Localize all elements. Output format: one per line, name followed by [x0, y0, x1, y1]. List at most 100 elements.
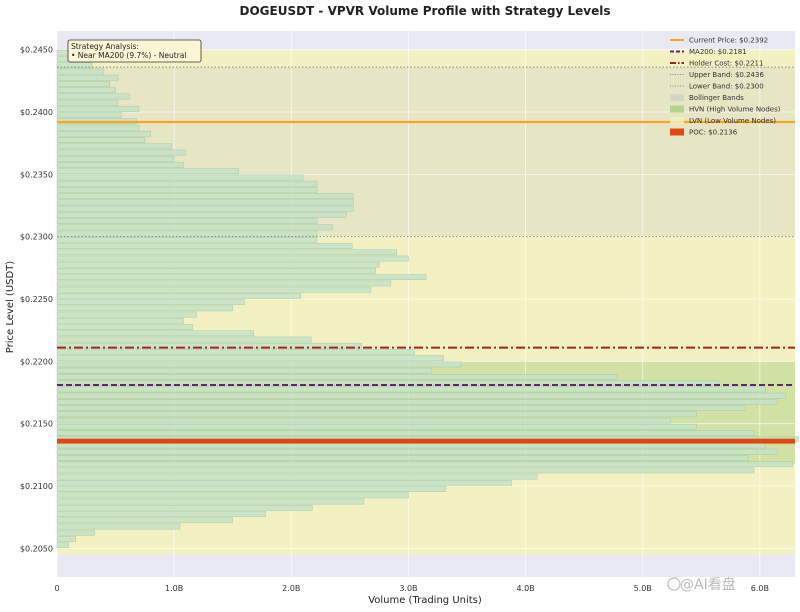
y-tick-label: $0.2350 [20, 170, 53, 179]
legend-label: Holder Cost: $0.2211 [689, 60, 763, 68]
volume-bar [56, 542, 69, 549]
x-tick-label: 0 [54, 584, 59, 593]
volume-bar [56, 380, 720, 387]
strategy-annotation: Strategy Analysis: • Near MA200 (9.7%) -… [67, 39, 202, 63]
y-tick-label: $0.2100 [20, 482, 53, 491]
volume-bar [56, 305, 233, 312]
volume-bar [56, 386, 766, 393]
volume-bar [56, 230, 318, 237]
legend-item-current: Current Price: $0.2392 [670, 37, 768, 45]
volume-bar [56, 486, 447, 492]
volume-bar [56, 168, 239, 175]
legend-swatch [670, 94, 684, 101]
volume-bar [56, 361, 462, 368]
volume-bar [56, 137, 146, 143]
volume-bar [56, 193, 354, 200]
legend-label: Current Price: $0.2392 [689, 37, 768, 45]
volume-bar [56, 480, 512, 486]
volume-bar [56, 330, 255, 337]
volume-bar [56, 448, 778, 455]
y-axis-label: Price Level (USDT) [5, 261, 16, 354]
x-axis-ticks: 0 1.0B 2.0B 3.0B 4.0B 5.0B 6.0B [54, 584, 769, 593]
volume-bar [56, 398, 778, 405]
legend-item-bollinger: Bollinger Bands [670, 94, 744, 102]
volume-bar [56, 367, 433, 374]
volume-bar [56, 405, 747, 411]
legend-label: Bollinger Bands [689, 94, 744, 102]
watermark: @AI看盘 [667, 576, 736, 593]
legend-item-upper: Upper Band: $0.2436 [670, 71, 764, 79]
volume-bar [56, 417, 672, 424]
volume-bar [56, 155, 175, 162]
y-tick-label: $0.2300 [20, 233, 53, 242]
legend-label: MA200: $0.2181 [689, 48, 747, 56]
legend-item-holder: Holder Cost: $0.2211 [670, 60, 763, 68]
x-axis-label: Volume (Trading Units) [368, 595, 482, 606]
annotation-line-1: Strategy Analysis: [71, 42, 139, 51]
volume-bar [56, 523, 181, 530]
volume-bar [56, 392, 786, 399]
legend-label: Lower Band: $0.2300 [689, 83, 764, 91]
legend-label: HVN (High Volume Nodes) [689, 106, 781, 114]
y-tick-label: $0.2450 [20, 46, 53, 55]
volume-bar [56, 504, 313, 511]
y-axis-ticks: $0.2050 $0.2100 $0.2150 $0.2200 $0.2250 $0.23… [20, 46, 53, 554]
volume-bar [56, 68, 105, 75]
legend-item-ma200: MA200: $0.2181 [670, 48, 747, 56]
volume-bar [56, 243, 353, 249]
x-tick-label: 4.0B [516, 584, 534, 593]
volume-bar [56, 261, 380, 268]
volume-bar [56, 81, 110, 87]
legend-label: POC: $0.2136 [689, 129, 738, 137]
annotation-box [67, 39, 202, 63]
volume-bar [56, 324, 194, 330]
volume-bar [56, 218, 318, 224]
volume-bar [56, 342, 362, 349]
chart-legend: Current Price: $0.2392 MA200: $0.2181 Hold… [670, 37, 781, 137]
volume-bar [56, 130, 151, 137]
volume-bar [56, 423, 697, 430]
volume-bar [56, 224, 333, 231]
volume-bar [56, 93, 130, 100]
volume-bar [56, 187, 318, 193]
volume-bar [56, 311, 197, 318]
legend-item-lower: Lower Band: $0.2300 [670, 83, 764, 91]
volume-bar [56, 430, 755, 436]
x-tick-label: 3.0B [399, 584, 417, 593]
watermark-text: @AI看盘 [680, 576, 736, 593]
volume-bar [56, 174, 304, 181]
level-lines [57, 66, 795, 444]
volume-bar [56, 374, 618, 380]
volume-bar [56, 255, 409, 262]
volume-bar [56, 212, 347, 218]
legend-swatch [670, 105, 684, 113]
annotation-line-2: • Near MA200 (9.7%) - Neutral [71, 51, 186, 60]
volume-bar [56, 467, 755, 474]
volume-bar [56, 442, 766, 449]
y-tick-label: $0.2400 [20, 108, 53, 117]
y-tick-label: $0.2150 [20, 420, 53, 429]
volume-bar [56, 87, 116, 94]
volume-bar [56, 492, 409, 499]
volume-bar [56, 124, 140, 131]
volume-bar [56, 205, 354, 212]
volume-bar [56, 529, 95, 536]
volume-bar [56, 349, 415, 355]
volume-bar [56, 249, 397, 256]
volume-bar [56, 62, 93, 69]
volume-bar [56, 180, 318, 187]
x-tick-label: 6.0B [751, 584, 769, 593]
volume-bar [56, 455, 749, 461]
volume-bar [56, 274, 427, 281]
y-tick-label: $0.2250 [20, 295, 53, 304]
volume-bar [56, 293, 301, 299]
volume-bar [56, 286, 372, 293]
x-tick-label: 5.0B [634, 584, 652, 593]
volume-bar [56, 536, 76, 542]
volume-bar [56, 112, 122, 119]
volume-bar [56, 299, 245, 305]
volume-bar [56, 74, 119, 81]
volume-bar [56, 143, 173, 150]
legend-swatch [670, 117, 684, 124]
